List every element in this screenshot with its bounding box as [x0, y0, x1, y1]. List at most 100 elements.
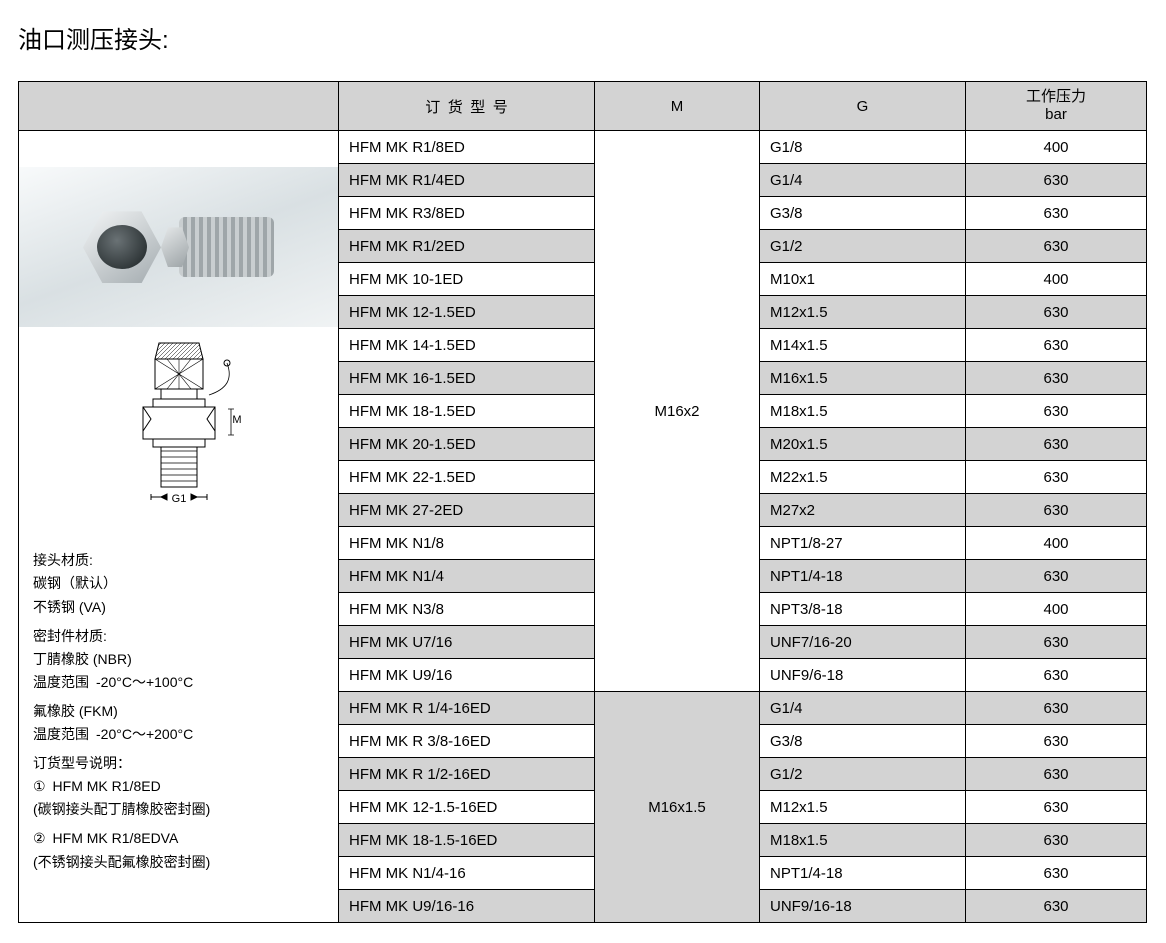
order-code: HFM MK U9/16-16: [339, 890, 595, 923]
pressure-value: 630: [966, 329, 1147, 362]
spec-line: (不锈钢接头配氟橡胶密封圈): [33, 851, 324, 874]
pressure-value: 630: [966, 428, 1147, 461]
g-value: G1/4: [760, 692, 966, 725]
header-order: 订 货 型 号: [339, 82, 595, 131]
g-value: UNF7/16-20: [760, 626, 966, 659]
order-code: HFM MK R1/2ED: [339, 230, 595, 263]
pressure-value: 630: [966, 824, 1147, 857]
pressure-value: 630: [966, 626, 1147, 659]
pressure-value: 400: [966, 593, 1147, 626]
g-value: G1/8: [760, 131, 966, 164]
spec-line: 温度范围 -20°C～+200°C: [33, 723, 324, 746]
g-value: NPT1/4-18: [760, 857, 966, 890]
spec-line: 碳钢（默认）: [33, 572, 324, 595]
order-code: HFM MK N1/4: [339, 560, 595, 593]
order-code: HFM MK R 1/2-16ED: [339, 758, 595, 791]
svg-text:G1: G1: [171, 493, 186, 505]
left-specification-cell: G1M接头材质:碳钢（默认）不锈钢 (VA)密封件材质:丁腈橡胶 (NBR)温度…: [19, 131, 339, 923]
order-code: HFM MK R 1/4-16ED: [339, 692, 595, 725]
header-pressure-l2: bar: [972, 106, 1140, 124]
g-value: M18x1.5: [760, 395, 966, 428]
pressure-value: 630: [966, 758, 1147, 791]
pressure-value: 630: [966, 362, 1147, 395]
spec-line: 密封件材质:: [33, 625, 324, 648]
g-value: M27x2: [760, 494, 966, 527]
table-header-row: 订 货 型 号 M G 工作压力 bar: [19, 82, 1147, 131]
header-pressure-l1: 工作压力: [972, 88, 1140, 106]
order-code: HFM MK R1/4ED: [339, 164, 595, 197]
pressure-value: 630: [966, 230, 1147, 263]
order-code: HFM MK 18-1.5-16ED: [339, 824, 595, 857]
g-value: UNF9/6-18: [760, 659, 966, 692]
spec-line: 丁腈橡胶 (NBR): [33, 648, 324, 671]
g-value: M12x1.5: [760, 296, 966, 329]
pressure-value: 630: [966, 659, 1147, 692]
order-code: HFM MK 22-1.5ED: [339, 461, 595, 494]
order-code: HFM MK 12-1.5-16ED: [339, 791, 595, 824]
g-value: G1/2: [760, 230, 966, 263]
g-value: G3/8: [760, 197, 966, 230]
g-value: M14x1.5: [760, 329, 966, 362]
order-code: HFM MK 14-1.5ED: [339, 329, 595, 362]
order-code: HFM MK 10-1ED: [339, 263, 595, 296]
specification-text: 接头材质:碳钢（默认）不锈钢 (VA)密封件材质:丁腈橡胶 (NBR)温度范围 …: [19, 539, 338, 885]
m-value: M16x1.5: [595, 692, 760, 923]
order-code: HFM MK 16-1.5ED: [339, 362, 595, 395]
spec-line: (碳钢接头配丁腈橡胶密封圈): [33, 798, 324, 821]
pressure-value: 630: [966, 857, 1147, 890]
spec-line: ② HFM MK R1/8EDVA: [33, 827, 324, 850]
header-pressure: 工作压力 bar: [966, 82, 1147, 131]
g-value: M18x1.5: [760, 824, 966, 857]
pressure-value: 630: [966, 725, 1147, 758]
fitting-cap-icon: [83, 211, 161, 283]
g-value: NPT1/8-27: [760, 527, 966, 560]
spec-line: 温度范围 -20°C～+100°C: [33, 671, 324, 694]
pressure-value: 630: [966, 791, 1147, 824]
order-code: HFM MK U9/16: [339, 659, 595, 692]
order-code: HFM MK 20-1.5ED: [339, 428, 595, 461]
spec-line: 氟橡胶 (FKM): [33, 700, 324, 723]
spec-line: ① HFM MK R1/8ED: [33, 775, 324, 798]
order-code: HFM MK N1/4-16: [339, 857, 595, 890]
g-value: M20x1.5: [760, 428, 966, 461]
order-code: HFM MK 18-1.5ED: [339, 395, 595, 428]
header-blank: [19, 82, 339, 131]
pressure-value: 630: [966, 560, 1147, 593]
g-value: M10x1: [760, 263, 966, 296]
svg-text:M: M: [232, 414, 241, 426]
header-m: M: [595, 82, 760, 131]
pressure-value: 630: [966, 494, 1147, 527]
pressure-value: 630: [966, 461, 1147, 494]
order-code: HFM MK R1/8ED: [339, 131, 595, 164]
product-photo: [19, 167, 338, 327]
spec-line: 接头材质:: [33, 549, 324, 572]
pressure-value: 400: [966, 263, 1147, 296]
order-code: HFM MK R3/8ED: [339, 197, 595, 230]
g-value: M16x1.5: [760, 362, 966, 395]
page-title: 油口测压接头:: [18, 20, 1148, 55]
pressure-value: 630: [966, 890, 1147, 923]
g-value: M12x1.5: [760, 791, 966, 824]
pressure-value: 630: [966, 164, 1147, 197]
specification-table: 订 货 型 号 M G 工作压力 bar G1 M 接头材质:碳钢（默认）不锈钢 (…: [18, 81, 1147, 923]
pressure-value: 630: [966, 395, 1147, 428]
order-code: HFM MK U7/16: [339, 626, 595, 659]
order-code: HFM MK 27-2ED: [339, 494, 595, 527]
m-value: M16x2: [595, 131, 760, 692]
pressure-value: 630: [966, 197, 1147, 230]
g-value: G3/8: [760, 725, 966, 758]
g-value: UNF9/16-18: [760, 890, 966, 923]
g-value: NPT3/8-18: [760, 593, 966, 626]
spec-line: 订货型号说明：: [33, 752, 324, 775]
pressure-value: 630: [966, 296, 1147, 329]
g-value: G1/4: [760, 164, 966, 197]
order-code: HFM MK R 3/8-16ED: [339, 725, 595, 758]
g-value: G1/2: [760, 758, 966, 791]
pressure-value: 400: [966, 131, 1147, 164]
fitting-thread-icon: [179, 217, 274, 277]
spec-line: 不锈钢 (VA): [33, 596, 324, 619]
pressure-value: 630: [966, 692, 1147, 725]
header-g: G: [760, 82, 966, 131]
order-code: HFM MK N1/8: [339, 527, 595, 560]
order-code: HFM MK N3/8: [339, 593, 595, 626]
